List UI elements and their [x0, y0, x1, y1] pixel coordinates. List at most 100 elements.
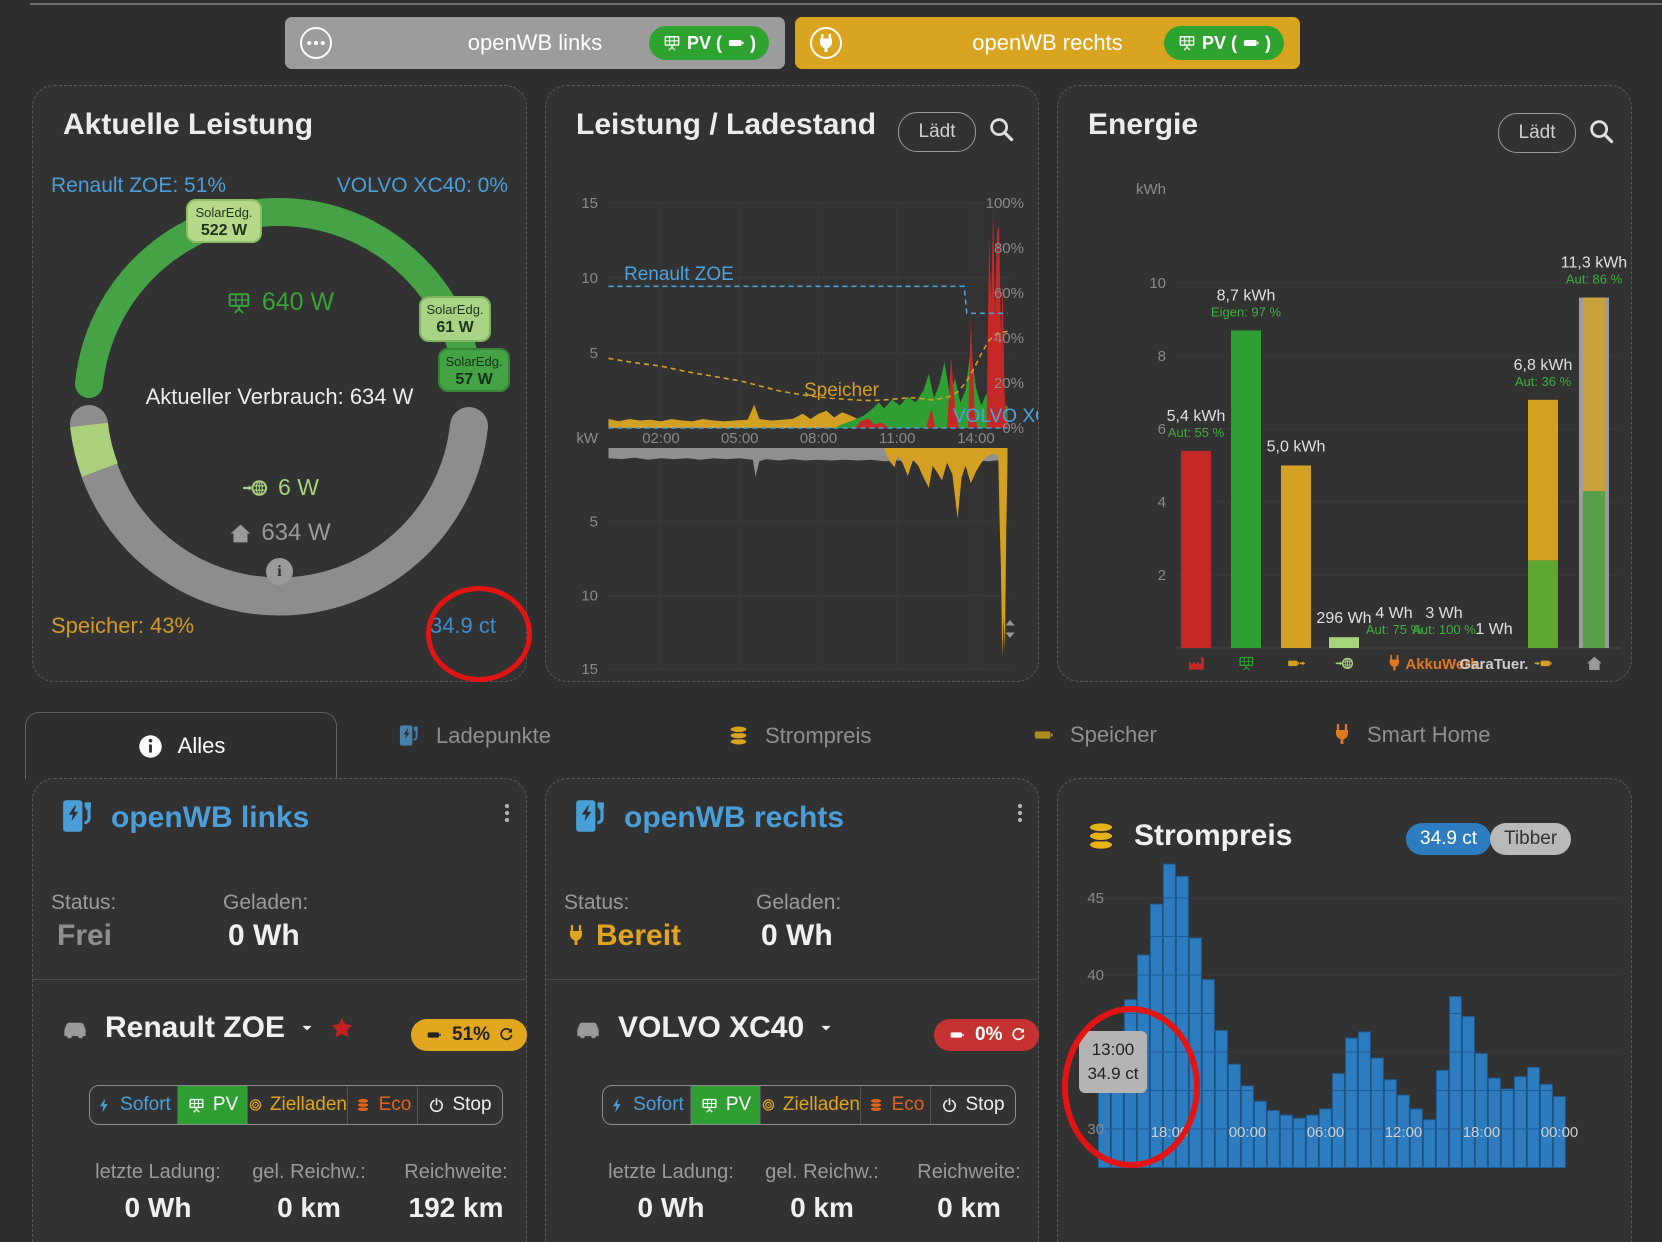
coins-icon: [725, 722, 752, 749]
tab-label: Strompreis: [765, 722, 872, 748]
mode-stop-button[interactable]: Stop: [417, 1086, 502, 1124]
price-bar-chart: 4540353018:0000:0006:0012:0018:0000:0013…: [1058, 779, 1631, 1242]
svg-text:45: 45: [1087, 890, 1104, 907]
svg-text:06:00: 06:00: [1307, 1124, 1345, 1141]
svg-text:00:00: 00:00: [1541, 1124, 1579, 1141]
stat-letzte-ladung: letzte Ladung: 0 Wh: [591, 1161, 751, 1224]
badge-paren-close: ): [1265, 32, 1271, 53]
svg-text:10: 10: [1149, 275, 1166, 292]
mode-sofort-button[interactable]: Sofort: [603, 1086, 690, 1124]
svg-text:Aut: 36 %: Aut: 36 %: [1515, 374, 1572, 389]
mode-pv-button[interactable]: PV: [690, 1086, 760, 1124]
pv-badge-label: PV: [686, 32, 711, 53]
vehicle-name[interactable]: VOLVO XC40: [618, 1011, 805, 1044]
tab-speicher[interactable]: Speicher: [1030, 722, 1157, 748]
svg-text:3 Wh: 3 Wh: [1425, 605, 1462, 622]
stat-gel-reichweite: gel. Reichw.: 0 km: [742, 1161, 902, 1224]
chevron-down-icon[interactable]: [297, 1018, 317, 1038]
status-value-row: Bereit: [564, 919, 681, 953]
ellipsis-circle-icon: [298, 25, 334, 61]
inverter-name: SolarEdg.: [195, 205, 253, 220]
loading-pill[interactable]: Lädt: [898, 112, 976, 152]
tab-strompreis[interactable]: Strompreis: [725, 722, 871, 749]
provider-badge[interactable]: Tibber: [1490, 823, 1572, 855]
chargepoint-button-rechts[interactable]: openWB rechts PV ( ): [795, 17, 1300, 69]
svg-text:VOLVO XC40: VOLVO XC40: [953, 406, 1038, 427]
info-button[interactable]: i: [266, 558, 293, 585]
coins-icon: [354, 1096, 372, 1114]
search-icon[interactable]: [986, 114, 1016, 144]
current-price-badge[interactable]: 34.9 ct: [1406, 823, 1492, 855]
vehicle-soc-badge[interactable]: 0%: [934, 1019, 1040, 1051]
vehicle-soc-badge[interactable]: 51%: [411, 1019, 528, 1051]
tab-ladepunkte[interactable]: Ladepunkte: [396, 722, 551, 749]
svg-text:0%: 0%: [1002, 420, 1024, 437]
chargepoint-card-rechts: openWB rechts Status: Geladen: Bereit 0 …: [545, 778, 1040, 1242]
svg-text:11:00: 11:00: [879, 430, 915, 447]
stat-reichweite: Reichweite: 0 km: [904, 1161, 1034, 1224]
house-power-row: 634 W: [33, 519, 526, 547]
mode-sofort-button[interactable]: Sofort: [90, 1086, 177, 1124]
grid-export-globe-icon: [240, 475, 270, 501]
mode-pv-button[interactable]: PV: [177, 1086, 247, 1124]
svg-text:10: 10: [581, 587, 598, 604]
svg-text:4: 4: [1158, 494, 1166, 511]
svg-text:5: 5: [590, 345, 598, 362]
mode-label: Eco: [891, 1094, 925, 1115]
pv-mode-badge: PV ( ): [1163, 26, 1284, 60]
chargepoint-button-links[interactable]: openWB links PV ( ): [285, 17, 785, 69]
energy-card-title: Energie: [1088, 108, 1199, 141]
energy-card: Energie Lädt 2 4 6 8 10 kWh 5,4 kWh Aut: 55 % 8,…: [1057, 85, 1632, 682]
plug-circle-icon: [808, 25, 844, 61]
battery-arc-segment: [70, 422, 118, 477]
svg-text:8,7 kWh: 8,7 kWh: [1217, 287, 1276, 304]
plug-icon: [1330, 722, 1354, 748]
kebab-menu-icon[interactable]: [1008, 799, 1032, 827]
mode-label: Sofort: [120, 1094, 171, 1115]
battery-icon: [946, 1027, 968, 1043]
loading-pill[interactable]: Lädt: [1498, 113, 1576, 153]
svg-text:Aut: 86 %: Aut: 86 %: [1566, 272, 1623, 287]
kebab-menu-icon[interactable]: [495, 799, 519, 827]
svg-text:6: 6: [1158, 421, 1166, 438]
charge-mode-group: Sofort PV Zielladen Eco Stop: [89, 1085, 503, 1125]
mode-eco-button[interactable]: Eco: [860, 1086, 930, 1124]
refresh-icon: [497, 1026, 515, 1044]
mode-zielladen-button[interactable]: Zielladen: [247, 1086, 347, 1124]
pv-inverter-badge-3[interactable]: SolarEdg. 57 W: [438, 348, 510, 392]
favorite-star-icon[interactable]: [329, 1015, 355, 1041]
pv-inverter-badge-1[interactable]: SolarEdg. 522 W: [186, 199, 262, 243]
mode-stop-button[interactable]: Stop: [930, 1086, 1015, 1124]
price-card-title: Strompreis: [1134, 819, 1293, 852]
mode-zielladen-button[interactable]: Zielladen: [760, 1086, 860, 1124]
pv-inverter-badge-2[interactable]: SolarEdg. 61 W: [419, 296, 491, 342]
tab-smart-home[interactable]: Smart Home: [1330, 722, 1490, 748]
battery-icon: [727, 34, 745, 52]
tab-label: Speicher: [1070, 722, 1157, 747]
svg-text:5,0 kWh: 5,0 kWh: [1267, 439, 1326, 456]
chargepoint-title: openWB links: [111, 801, 310, 834]
svg-text:12:00: 12:00: [1385, 1124, 1423, 1141]
search-icon[interactable]: [1586, 116, 1616, 146]
svg-text:14:00: 14:00: [957, 430, 995, 447]
car-icon: [570, 1013, 606, 1043]
gauge-left-vehicle-soc: Renault ZOE: 51%: [51, 174, 227, 197]
chevron-down-icon[interactable]: [816, 1018, 836, 1038]
inverter-name: SolarEdg.: [426, 302, 484, 317]
battery-icon: [423, 1027, 445, 1043]
status-label: Status:: [564, 891, 630, 914]
svg-text:20%: 20%: [994, 375, 1024, 392]
tab-alles[interactable]: Alles: [25, 712, 337, 779]
mode-label: Zielladen: [782, 1094, 860, 1115]
vehicle-name[interactable]: Renault ZOE: [105, 1011, 286, 1044]
svg-text:kW: kW: [576, 430, 599, 447]
sort-toggle-icon[interactable]: [998, 616, 1022, 642]
price-card: Strompreis 34.9 ct Tibber 4540353018:000…: [1057, 778, 1632, 1242]
stat-gel-reichweite: gel. Reichw.: 0 km: [229, 1161, 389, 1224]
status-value: Frei: [57, 919, 113, 952]
mode-eco-button[interactable]: Eco: [347, 1086, 417, 1124]
chargepoint-button-label: openWB rechts: [972, 30, 1123, 55]
car-icon: [57, 1013, 93, 1043]
loading-label: Lädt: [1518, 122, 1556, 143]
energy-bar-chart: 2 4 6 8 10 kWh 5,4 kWh Aut: 55 % 8,7 kWh Eigen: 9…: [1058, 86, 1631, 681]
